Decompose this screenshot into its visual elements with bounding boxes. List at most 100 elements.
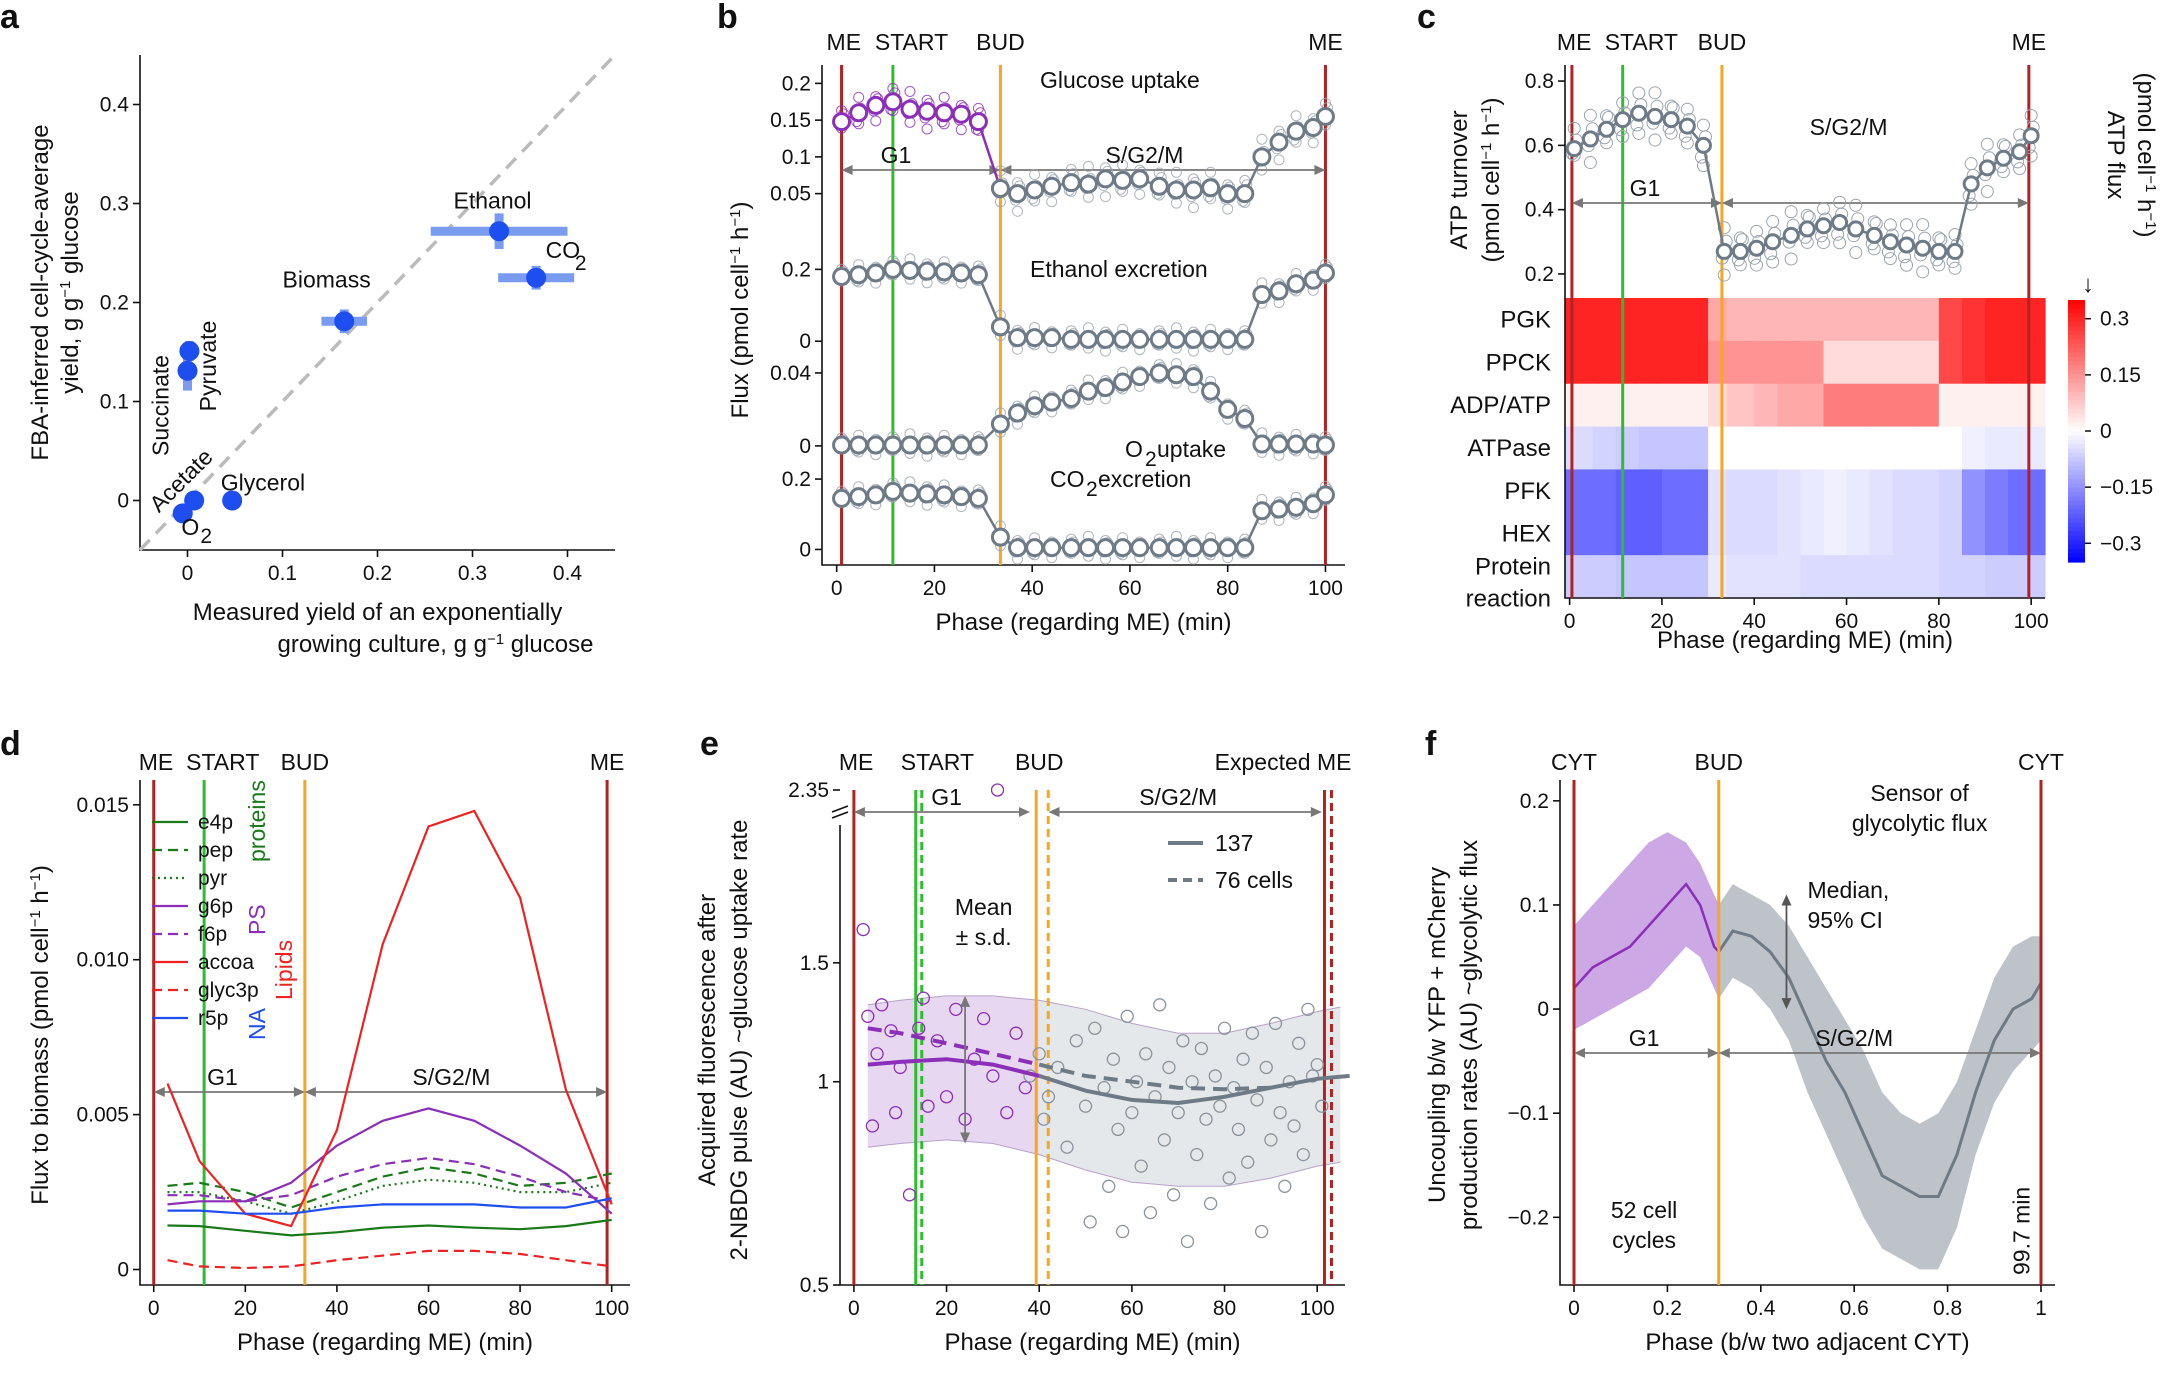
panel-c-mean-point xyxy=(1748,239,1766,257)
panel-b-mean-point xyxy=(1166,329,1186,349)
panel-c-heat-cell xyxy=(1985,555,2009,599)
panel-e-point-g1 xyxy=(939,1090,954,1104)
panel-c-replicate xyxy=(2013,162,2027,176)
panel-b-sg2m-label: S/G2/M xyxy=(1105,142,1183,168)
panel-f-cycles-1: 52 cell xyxy=(1611,1197,1677,1223)
panel-b-mean-point xyxy=(1252,285,1272,305)
panel-c-heat-cell xyxy=(2008,426,2032,471)
panel-c-heat-cell xyxy=(1869,469,1894,513)
panel-b-mean-point xyxy=(1025,538,1045,558)
panel-b-x-tick-label: 40 xyxy=(1020,577,1043,600)
panel-c-heat-cell xyxy=(1892,340,1917,385)
panel-c-colorbar-seg xyxy=(2068,522,2085,528)
panel-b-replicate xyxy=(921,123,933,135)
panel-c-replicate xyxy=(1948,261,1962,275)
panel-c-colorbar-seg xyxy=(2068,387,2085,393)
panel-b-x-tick-label: 60 xyxy=(1118,577,1141,600)
panel-c-ylabel-2-part: −1 xyxy=(1478,143,1495,160)
panel-f-ci-arrow-head xyxy=(1781,998,1792,1010)
panel-c-heat-cell xyxy=(1592,340,1617,385)
panel-c-heat-cell xyxy=(1869,298,1894,342)
panel-f-y-tick-label: −0.2 xyxy=(1508,1206,1549,1229)
panel-c-colorbar-seg xyxy=(2068,444,2085,450)
panel-c-heat-cell xyxy=(1615,555,1640,599)
panel-c-replicate xyxy=(1680,102,1694,116)
panel-f-ci-arrow-head xyxy=(1781,894,1792,906)
panel-c-heat-cell xyxy=(1846,340,1871,385)
panel-c-event-bud: BUD xyxy=(1698,29,1747,55)
panel-c-heat-cell xyxy=(1777,298,1801,342)
panel-c-colorbar-seg xyxy=(2068,540,2085,546)
panel-b-mean-point xyxy=(1218,184,1238,204)
panel-f-annotation-2: 95% CI xyxy=(1808,907,1883,933)
panel-e-event-start: START xyxy=(901,749,974,775)
panel-d-ylabel-part: ) xyxy=(27,865,54,873)
panel-d-legend-glyc3p: glyc3p xyxy=(198,979,259,1002)
panel-b-mean-point xyxy=(1201,538,1221,558)
panel-b-mean-point xyxy=(1113,170,1133,190)
panel-c-heat-cell xyxy=(2008,340,2032,385)
panel-f-y-tick-label: 0.1 xyxy=(1520,894,1549,917)
panel-c-colorbar-seg xyxy=(2068,465,2085,471)
panel-b-sg2m-arrow-head xyxy=(1314,165,1326,175)
panel-c-replicate xyxy=(1900,258,1914,272)
panel-d-series-r5p xyxy=(167,1197,612,1215)
panel-b-event-me1: ME xyxy=(827,29,862,55)
panel-c-heat-cell xyxy=(1638,383,1663,428)
panel-c-colorbar-seg xyxy=(2068,400,2085,406)
panel-c-replicate xyxy=(1717,221,1731,235)
panel-c-heat-cell xyxy=(1685,298,1709,342)
panel-c-xlabel: Phase (regarding ME) (min) xyxy=(1657,627,1953,654)
panel-c-heat-cell xyxy=(1565,512,1594,556)
panel-e-point-sg2m xyxy=(1217,1021,1232,1035)
panel-e-x-tick-label: 20 xyxy=(935,1297,958,1320)
panel-e-point-g1 xyxy=(912,1021,926,1035)
panel-e-axis-break xyxy=(831,805,849,813)
panel-e-point-g1 xyxy=(861,1009,875,1023)
panel-c-heat-cell xyxy=(1915,383,1940,428)
panel-d-series-glyc3p xyxy=(167,1249,612,1270)
panel-c-x-tick-label: 20 xyxy=(1650,610,1673,633)
panel-c-mean-point xyxy=(1581,130,1599,148)
panel-b-mean-point xyxy=(1130,329,1150,349)
panel-b-replicate xyxy=(1012,205,1024,217)
panel-d-legend-e4p: e4p xyxy=(198,811,233,834)
panel-c-mean-point xyxy=(1946,242,1964,260)
panel-c-row-label-2: reaction xyxy=(1466,586,1551,613)
panel-c-heat-cell xyxy=(2008,555,2032,599)
panel-b-mean-point xyxy=(1286,434,1306,454)
panel-c-mean-point xyxy=(1930,242,1948,260)
panel-d-event-bud: BUD xyxy=(281,749,330,775)
panel-c-mean-point xyxy=(1978,159,1996,177)
panel-a-xlabel-2-part: glucose xyxy=(504,631,593,658)
panel-c-colorbar-arrow: ↓ xyxy=(2082,271,2094,298)
panel-c-colorbar-seg xyxy=(2068,417,2085,423)
panel-c-heat-cell xyxy=(1754,512,1778,556)
panel-f-event-cyt1: CYT xyxy=(1551,749,1597,775)
panel-b-g1-label: G1 xyxy=(881,142,912,168)
panel-b-replicate xyxy=(1082,191,1094,203)
panel-e-point-sg2m xyxy=(1315,1099,1329,1113)
panel-e-point-sg2m xyxy=(1069,1034,1083,1048)
panel-c-colorbar-seg xyxy=(2068,391,2085,397)
panel-b-replicate xyxy=(1117,159,1129,171)
panel-c-heat-cell xyxy=(1726,426,1755,471)
panel-d-g1-arrow-head xyxy=(293,1087,305,1097)
panel-b-sub1-y-tick-label: 0 xyxy=(799,330,811,353)
panel-c-colorbar-seg xyxy=(2068,457,2085,463)
panel-c-colorbar-seg xyxy=(2068,483,2085,489)
panel-b-mean-point xyxy=(849,265,869,285)
panel-c-colorbar-seg xyxy=(2068,431,2085,436)
panel-c-colorbar-seg xyxy=(2068,474,2085,480)
panel-b-mean-point xyxy=(1183,180,1203,200)
panel-b-label: b xyxy=(717,0,738,36)
panel-f-x-tick-label: 0.8 xyxy=(1933,1297,1962,1320)
panel-c-colorbar-seg xyxy=(2068,500,2085,506)
panel-b-mean-point xyxy=(1166,365,1186,385)
panel-e-mean-dashed-g1 xyxy=(867,1026,1040,1067)
panel-b-mean-point xyxy=(849,103,869,123)
panel-f-cycles-2: cycles xyxy=(1612,1227,1676,1253)
panel-c-heat-cell xyxy=(1800,469,1825,513)
panel-c-heat-cell xyxy=(2031,512,2046,556)
panel-e-point-sg2m xyxy=(1153,998,1167,1012)
